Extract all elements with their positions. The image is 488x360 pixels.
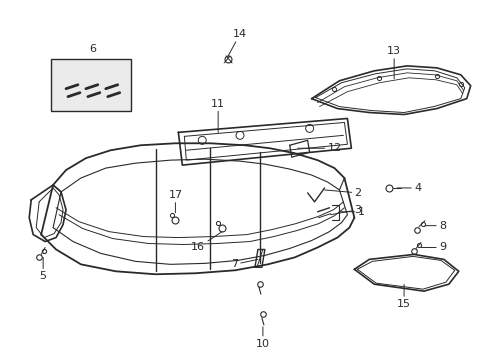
- Text: 10: 10: [255, 327, 269, 349]
- Text: 13: 13: [386, 46, 400, 79]
- Text: 16: 16: [191, 231, 222, 252]
- FancyBboxPatch shape: [51, 59, 130, 111]
- Text: 9: 9: [420, 243, 445, 252]
- Text: 11: 11: [211, 99, 224, 132]
- Text: 12: 12: [297, 143, 341, 153]
- Text: 1: 1: [339, 207, 364, 217]
- Text: 3: 3: [330, 205, 361, 215]
- Text: 8: 8: [424, 221, 445, 231]
- Text: 6: 6: [89, 44, 96, 54]
- Text: 7: 7: [230, 259, 257, 269]
- Text: 4: 4: [396, 183, 420, 193]
- Text: 14: 14: [227, 29, 246, 56]
- Text: 15: 15: [396, 284, 410, 309]
- Text: 5: 5: [40, 257, 46, 281]
- Text: 17: 17: [168, 190, 182, 213]
- Text: 2: 2: [324, 188, 361, 198]
